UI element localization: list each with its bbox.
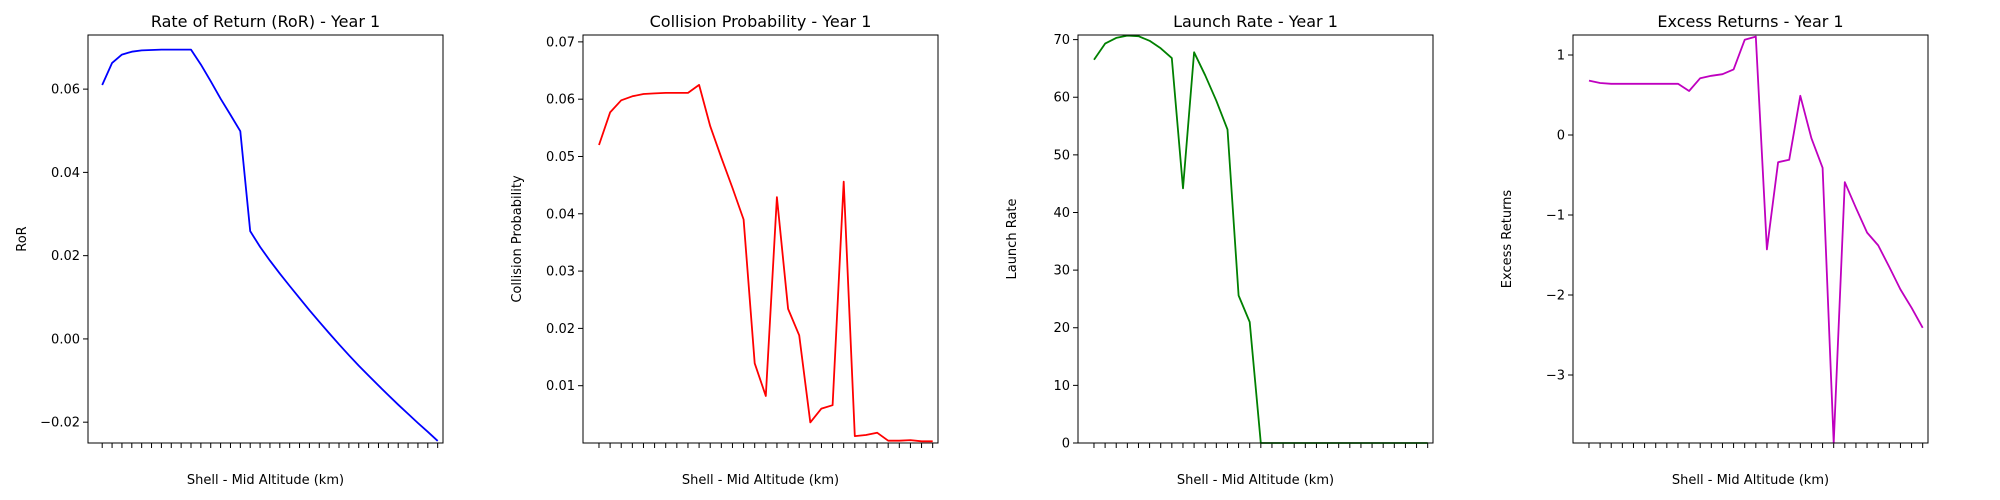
chart-panel-4: Excess Returns - Year 1 −3 −2 −1 0 1 Shell - M… [1500, 12, 1929, 488]
y-tick-label: 50 [1053, 148, 1070, 163]
y-tick-label: −3 [1546, 369, 1565, 384]
y-tick-label: 0.06 [51, 83, 80, 98]
y-tick-label: 1 [1557, 49, 1565, 64]
series-line [598, 84, 933, 443]
y-tick-label: 0.04 [51, 166, 80, 181]
y-tick-label: 0.07 [546, 35, 575, 50]
chart-panel-1: Rate of Return (RoR) - Year 1 −0.02 0.00 0.… [15, 12, 444, 488]
y-axis-label: Excess Returns [1500, 190, 1515, 289]
chart-panel-2: Collision Probability - Year 1 0.01 0.02 0.… [510, 12, 939, 488]
y-tick-label: 0.02 [546, 322, 575, 337]
x-axis-label: Shell - Mid Altitude (km) [1672, 473, 1829, 488]
plot-area [87, 34, 444, 444]
x-axis-label: Shell - Mid Altitude (km) [682, 473, 839, 488]
plot-area [1572, 34, 1929, 444]
x-axis-label: Shell - Mid Altitude (km) [1177, 473, 1334, 488]
y-tick-label: 0.03 [546, 265, 575, 280]
y-axis-label: RoR [15, 226, 30, 251]
series-line [1093, 34, 1428, 444]
y-tick-label: 0.02 [51, 249, 80, 264]
y-tick-label: 40 [1053, 206, 1070, 221]
chart-title: Collision Probability - Year 1 [650, 12, 872, 31]
chart-title: Launch Rate - Year 1 [1173, 12, 1338, 31]
y-tick-label: 0.05 [546, 150, 575, 165]
plot-area [1077, 34, 1434, 444]
y-tick-label: 0 [1062, 437, 1070, 452]
y-tick-label: −2 [1546, 289, 1565, 304]
y-tick-label: 30 [1053, 264, 1070, 279]
y-tick-label: 0 [1557, 129, 1565, 144]
series-line [1588, 35, 1924, 444]
y-axis-label: Collision Probability [510, 175, 525, 303]
y-tick-label: 10 [1053, 379, 1070, 394]
chart-title: Excess Returns - Year 1 [1657, 12, 1843, 31]
y-tick-label: −0.02 [40, 416, 80, 431]
y-tick-label: 60 [1053, 91, 1070, 106]
series-line [101, 48, 439, 442]
y-tick-label: 70 [1053, 33, 1070, 48]
y-tick-label: 0.01 [546, 379, 575, 394]
y-tick-label: 0.06 [546, 93, 575, 108]
chart-title: Rate of Return (RoR) - Year 1 [151, 12, 380, 31]
plot-area [582, 34, 939, 444]
y-tick-label: 0.04 [546, 207, 575, 222]
y-tick-label: −1 [1546, 209, 1565, 224]
y-tick-label: 20 [1053, 321, 1070, 336]
chart-panel-3: Launch Rate - Year 1 0 10 20 30 40 50 60 70 Shell… [1005, 12, 1434, 488]
x-axis-label: Shell - Mid Altitude (km) [187, 473, 344, 488]
y-tick-label: 0.00 [51, 332, 80, 347]
y-axis-label: Launch Rate [1005, 198, 1020, 279]
